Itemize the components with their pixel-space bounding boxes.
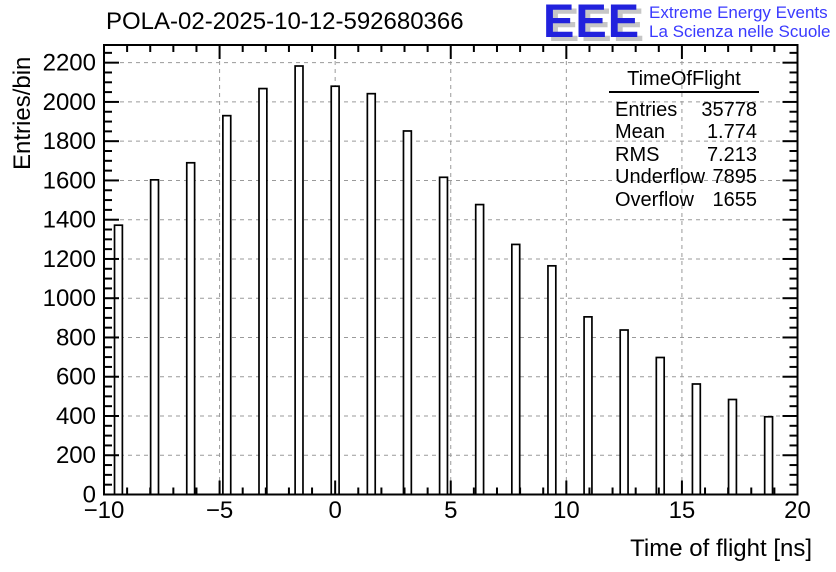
histogram-bar xyxy=(474,203,485,496)
stats-label: Underflow xyxy=(615,166,706,189)
x-tick-label: 0 xyxy=(328,497,341,524)
histogram-bar xyxy=(330,85,340,496)
stats-label: Mean xyxy=(615,121,666,144)
stats-value: 7.213 xyxy=(706,143,757,166)
eee-logo-tagline-line1: Extreme Energy Events xyxy=(649,3,828,22)
stats-label: Overflow xyxy=(615,188,694,211)
histogram-bar xyxy=(258,87,268,496)
y-tick-label: 800 xyxy=(56,324,96,351)
histogram-bar xyxy=(149,179,160,496)
y-tick-label: 1400 xyxy=(43,207,96,234)
stats-label: Entries xyxy=(615,99,678,121)
y-tick-label: 2200 xyxy=(43,50,96,77)
y-tick-label: 2000 xyxy=(43,89,96,116)
eee-logo-tagline: Extreme Energy Events La Scienza nelle S… xyxy=(649,1,830,41)
histogram-bar xyxy=(402,130,413,496)
y-tick-label: 0 xyxy=(83,482,96,509)
histogram-bar xyxy=(366,92,377,496)
y-tick-label: 200 xyxy=(56,442,96,469)
eee-logo-tagline-line2: La Scienza nelle Scuole xyxy=(649,21,831,41)
x-tick-label: −10 xyxy=(84,497,125,524)
stats-row: Mean 1.774 xyxy=(615,121,757,143)
stats-rows: Entries 35778 Mean 1.774 RMS 7.213 Under… xyxy=(609,93,759,211)
y-axis-title: Entries/bin xyxy=(9,57,36,170)
histogram-bar xyxy=(185,161,196,496)
histogram-bar xyxy=(691,383,702,496)
stats-title: TimeOfFlight xyxy=(609,69,759,93)
x-tick-label: 5 xyxy=(444,497,457,524)
stats-row: Overflow 1655 xyxy=(615,189,757,211)
stats-label: RMS xyxy=(615,143,660,166)
y-tick-label: 1200 xyxy=(43,246,96,273)
x-tick-label: 15 xyxy=(669,497,696,524)
y-tick-label: 1600 xyxy=(43,167,96,194)
stats-row: Entries 35778 xyxy=(615,99,757,121)
histogram-bar xyxy=(222,114,232,496)
x-tick-label: 20 xyxy=(784,497,811,524)
x-tick-label: 10 xyxy=(553,497,580,524)
stats-row: RMS 7.213 xyxy=(615,144,757,166)
stats-box: TimeOfFlight Entries 35778 Mean 1.774 RM… xyxy=(609,69,759,211)
histogram-bar xyxy=(113,224,124,496)
y-tick-label: 1800 xyxy=(43,128,96,155)
x-axis-title: Time of flight [ns] xyxy=(630,535,812,562)
stats-row: Underflow 7895 xyxy=(615,166,757,188)
stats-value: 1655 xyxy=(712,188,758,211)
histogram-bar xyxy=(655,356,666,496)
y-tick-label: 1000 xyxy=(43,285,96,312)
stats-value: 1.774 xyxy=(706,121,757,144)
eee-logo: EEE Extreme Energy Events La Scienza nel… xyxy=(543,0,831,47)
y-tick-label: 600 xyxy=(56,364,96,391)
histogram-bar xyxy=(510,243,521,496)
x-tick-label: −5 xyxy=(206,497,233,524)
stats-value: 35778 xyxy=(701,99,757,121)
histogram-bar xyxy=(727,398,738,496)
eee-logo-acronym: EEE xyxy=(543,0,641,47)
histogram-bar xyxy=(547,264,557,496)
plot-title: POLA-02-2025-10-12-592680366 xyxy=(106,8,464,35)
stats-value: 7895 xyxy=(712,166,758,189)
histogram-bar xyxy=(294,65,304,496)
y-tick-label: 400 xyxy=(56,403,96,430)
histogram-bar xyxy=(438,176,449,496)
histogram-bar xyxy=(619,329,629,496)
histogram-bar xyxy=(763,415,774,496)
histogram-bar xyxy=(583,316,593,496)
